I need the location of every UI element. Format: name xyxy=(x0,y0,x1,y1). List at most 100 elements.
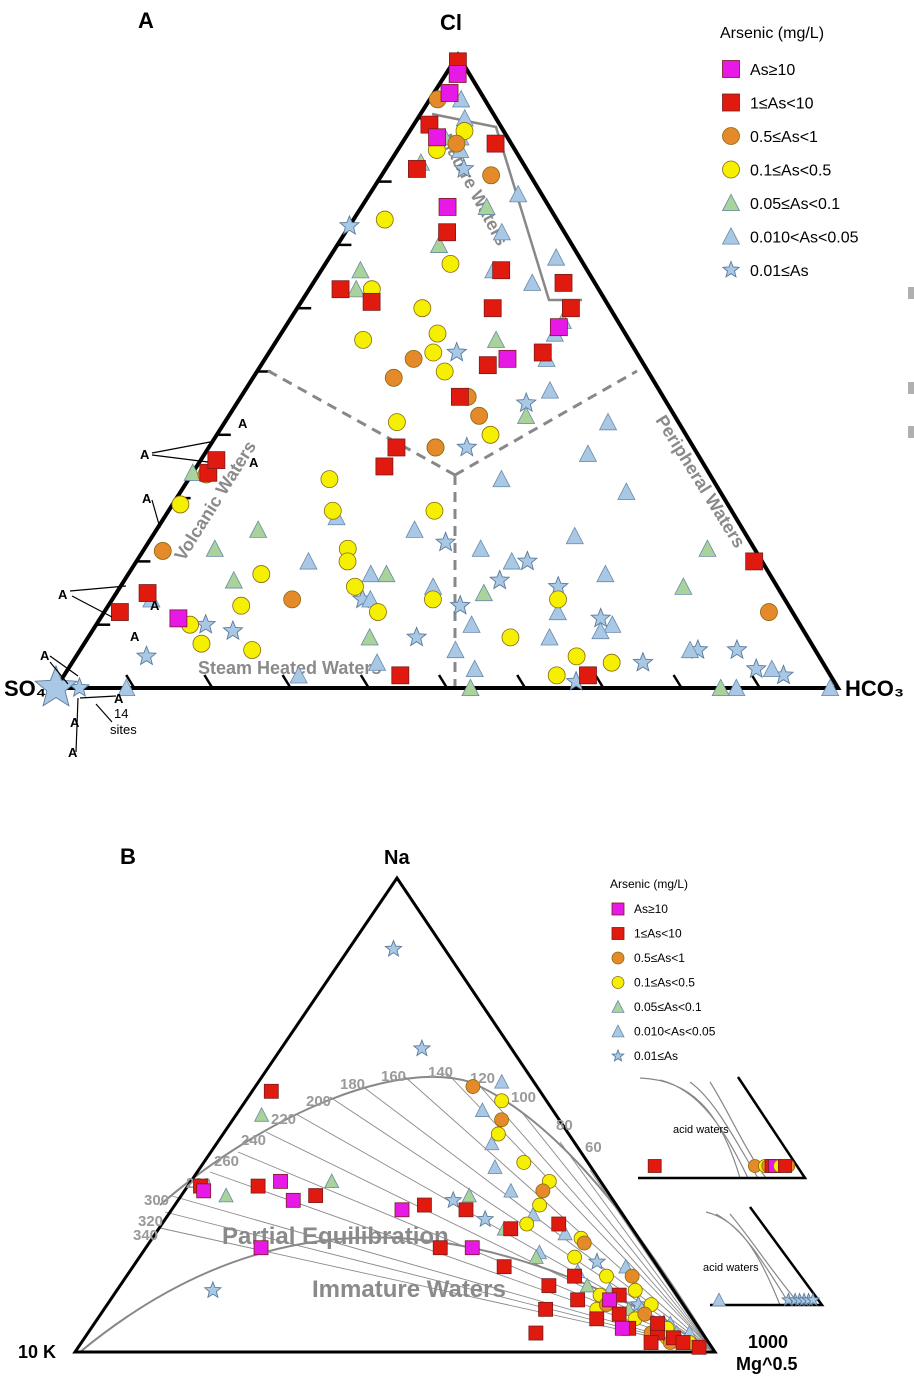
data-point-a xyxy=(492,469,511,488)
isotherm-label: 220 xyxy=(271,1111,296,1128)
data-point-a xyxy=(387,413,406,432)
data-point-b xyxy=(308,1188,324,1203)
data-point-a xyxy=(632,651,654,672)
isotherm-label: 300 xyxy=(144,1192,169,1209)
data-point-a xyxy=(455,122,474,140)
data-point-a xyxy=(243,641,262,659)
data-point-b xyxy=(602,1292,618,1308)
data-point-a xyxy=(423,590,442,609)
panel-b-letter: B xyxy=(120,844,136,869)
data-point-b xyxy=(250,1178,266,1194)
isotherm-line xyxy=(403,1075,713,1351)
legend-b-label: 0.01≤As xyxy=(634,1049,678,1063)
data-point-a xyxy=(547,666,566,685)
data-point-a xyxy=(821,678,840,697)
data-point-b xyxy=(461,1187,477,1203)
inset-label-acid-waters: acid waters xyxy=(673,1124,729,1136)
data-point-a xyxy=(603,615,622,633)
data-point-a xyxy=(674,577,693,595)
data-point-a xyxy=(745,552,764,571)
data-point-b xyxy=(474,1102,491,1117)
data-point-b xyxy=(218,1187,234,1203)
data-point-a xyxy=(462,615,481,633)
data-point-a xyxy=(346,577,364,596)
data-point-b xyxy=(273,1173,288,1189)
data-point-a xyxy=(565,526,584,545)
vertex-na-label: Na xyxy=(384,847,410,869)
data-point-a xyxy=(299,551,318,570)
zone-label-immature: Immature Waters xyxy=(312,1276,506,1303)
isotherm-label: 240 xyxy=(241,1132,266,1149)
data-point-b xyxy=(624,1268,640,1284)
data-point-a xyxy=(474,583,493,602)
legend-a-marker xyxy=(722,127,740,145)
data-point-b xyxy=(394,1202,410,1218)
data-point-b xyxy=(528,1325,544,1341)
data-point-a xyxy=(405,626,428,647)
isotherm-line xyxy=(589,1169,713,1351)
data-point-b xyxy=(263,1083,279,1099)
data-point-b xyxy=(627,1282,643,1298)
data-point-a xyxy=(408,160,426,178)
data-point-b xyxy=(253,1106,270,1122)
data-point-a xyxy=(698,539,717,557)
data-point-a xyxy=(138,584,157,602)
data-point-a xyxy=(549,590,567,609)
data-point-a xyxy=(323,501,342,520)
data-point-a xyxy=(428,324,447,343)
data-point-a xyxy=(617,482,636,500)
inset-frame xyxy=(710,1206,825,1307)
data-point-a xyxy=(252,565,271,583)
data-point-a xyxy=(207,451,226,470)
data-point-b xyxy=(494,1112,509,1128)
data-point-b xyxy=(576,1235,592,1251)
data-point-b xyxy=(432,1240,448,1256)
callout-a: A xyxy=(114,691,124,706)
data-point-a xyxy=(110,603,129,621)
data-point-b xyxy=(196,1183,212,1199)
inset-upper-points xyxy=(647,1159,796,1173)
data-point-a xyxy=(425,501,444,520)
data-point-a xyxy=(440,84,459,102)
a-callouts: A A A A A A A A A A A 14 sites xyxy=(40,416,259,760)
inset-frame xyxy=(638,1076,808,1180)
data-point-b xyxy=(532,1197,548,1213)
data-point-b xyxy=(541,1278,557,1294)
callout-a: A xyxy=(150,598,160,613)
data-point-a xyxy=(579,666,597,685)
data-point-a xyxy=(449,594,471,615)
data-point-b xyxy=(487,1158,503,1174)
data-point-a xyxy=(424,343,443,362)
legend-b-marker xyxy=(611,1024,625,1038)
data-point-a xyxy=(351,260,370,279)
data-point-a xyxy=(222,619,244,641)
data-point-a xyxy=(426,438,445,457)
data-point-a xyxy=(508,184,528,203)
data-point-a xyxy=(369,603,387,621)
data-point-a xyxy=(171,495,190,514)
data-point-a xyxy=(591,621,610,640)
tick-bottom-side xyxy=(125,674,136,689)
data-point-b xyxy=(464,1240,480,1256)
data-point-b xyxy=(384,939,403,957)
data-point-a xyxy=(471,539,490,557)
data-point-b xyxy=(494,1073,510,1089)
data-point-b xyxy=(203,1280,223,1299)
data-point-a xyxy=(501,628,520,647)
data-point-a xyxy=(477,197,496,215)
legend-a-marker xyxy=(721,260,741,278)
data-point-a xyxy=(331,280,350,299)
data-point-b xyxy=(557,1225,573,1241)
data-point-a xyxy=(391,666,410,685)
panel-a: A Cl SO₄ HCO₃ Mature Waters Volcanic Wat… xyxy=(4,8,914,760)
legend-a-label: 0.05≤As<0.1 xyxy=(750,196,840,213)
data-point-a xyxy=(405,520,424,538)
data-point-a xyxy=(362,292,381,311)
data-point-a xyxy=(153,542,172,560)
isotherm-label: 60 xyxy=(585,1139,602,1156)
isotherm-label: 200 xyxy=(306,1093,331,1110)
vertex-mg-label-1: 1000 xyxy=(748,1332,788,1352)
callout-a: A xyxy=(68,745,78,760)
data-point-b xyxy=(519,1216,535,1232)
